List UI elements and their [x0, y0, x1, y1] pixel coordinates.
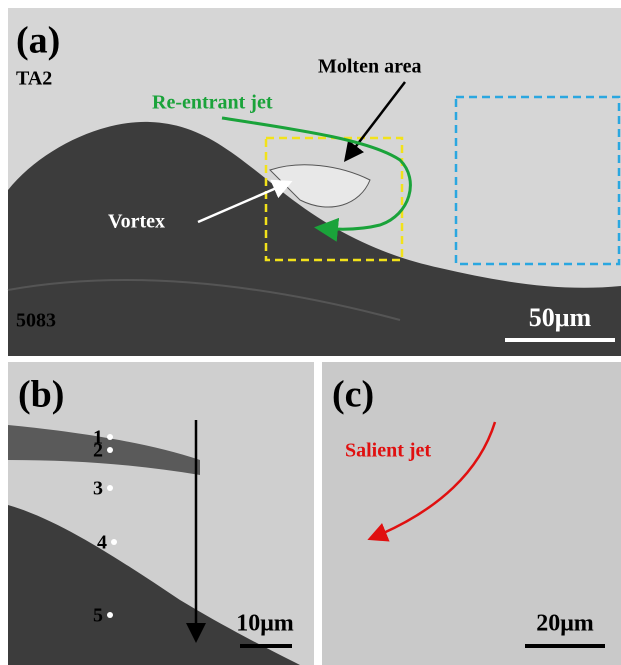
- scale-label: 20μm: [536, 611, 594, 637]
- panel-a: (a) TA2 5083 Molten area Re-entrant jet …: [8, 8, 621, 356]
- material-label: 5083: [16, 310, 56, 332]
- panel-c: (c) Salient jet 20μm: [322, 362, 621, 665]
- material-label: TA2: [16, 68, 52, 90]
- scan-point: [107, 447, 113, 453]
- annotation: Salient jet: [345, 440, 431, 462]
- point-label: 5: [93, 605, 103, 627]
- scale-label: 10μm: [236, 611, 294, 637]
- scan-point: [107, 612, 113, 618]
- panel-label: (a): [16, 20, 60, 62]
- scan-point: [107, 485, 113, 491]
- annotation: Molten area: [318, 56, 422, 78]
- panel-label: (c): [332, 374, 374, 416]
- annotation: Vortex: [108, 211, 165, 233]
- scan-point: [107, 434, 113, 440]
- scan-point: [111, 539, 117, 545]
- point-label: 2: [93, 440, 103, 462]
- figure: (a) TA2 5083 Molten area Re-entrant jet …: [0, 0, 621, 665]
- scale-label: 50μm: [529, 303, 592, 332]
- annotation: Re-entrant jet: [152, 92, 273, 114]
- panel-label: (b): [18, 374, 64, 416]
- point-label: 4: [97, 532, 107, 554]
- point-label: 3: [93, 478, 103, 500]
